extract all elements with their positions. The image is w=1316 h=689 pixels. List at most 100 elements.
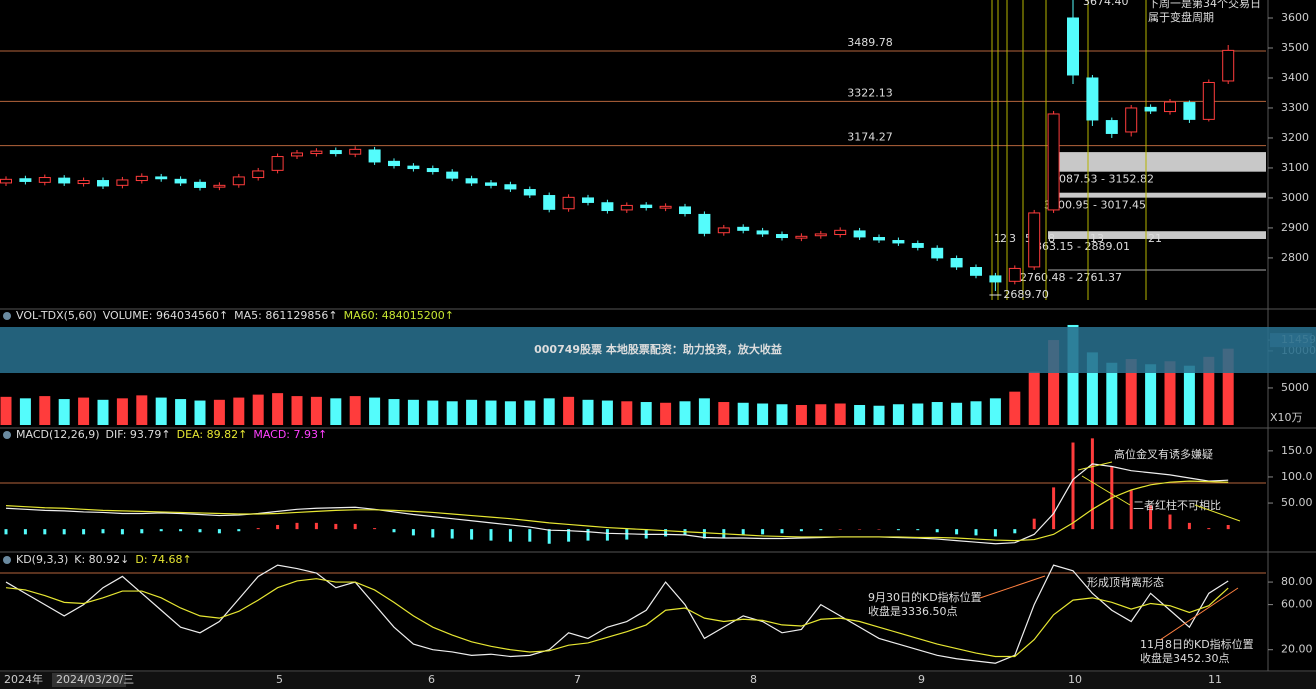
candle-body — [698, 213, 711, 234]
price-zone-label: 2760.48 - 2761.37 — [1020, 271, 1122, 284]
macd-bar — [256, 528, 260, 530]
volume-bar — [78, 397, 90, 425]
macd-bar — [431, 529, 435, 538]
macd-bar — [547, 529, 551, 544]
k-line — [5, 564, 1229, 664]
x-tick-label: 9 — [918, 673, 925, 686]
macd-bar — [916, 529, 920, 531]
candle-body — [426, 168, 439, 173]
candle-body — [795, 235, 808, 239]
candle-body — [756, 230, 769, 235]
candle-body — [446, 171, 459, 179]
volume-bar — [349, 396, 361, 425]
y-tick-label: 2900 — [1281, 221, 1309, 234]
candle-body — [679, 206, 691, 215]
price-level-label: 3489.78 — [847, 36, 893, 49]
macd-bar — [955, 529, 959, 535]
candle-body — [620, 204, 633, 211]
macd-bar — [877, 529, 881, 530]
volume-bar — [0, 396, 12, 425]
volume-bar — [213, 399, 225, 425]
volume-bar — [1048, 340, 1060, 425]
panel-header: KD(9,3,3) K: 80.92↓ D: 74.68↑ — [16, 553, 192, 566]
note: 下周一是第34个交易日 — [1148, 0, 1261, 10]
header-part: MACD(12,26,9) — [16, 428, 100, 441]
candle-body — [0, 178, 12, 184]
candle-body — [349, 148, 362, 155]
macd-bar — [858, 529, 862, 530]
macd-bar — [838, 529, 842, 530]
volume-bar — [1067, 324, 1079, 425]
annotation: 9月30日的KD指标位置 — [868, 590, 982, 604]
candle-body — [97, 180, 109, 187]
header-part: VOLUME: 964034560↑ — [103, 309, 228, 322]
volume-bar — [834, 403, 846, 425]
candle-body — [717, 227, 730, 234]
volume-bar — [1164, 361, 1176, 425]
header-part: VOL-TDX(5,60) — [16, 309, 97, 322]
candle-body — [1105, 120, 1118, 134]
macd-bar — [198, 529, 202, 533]
candle-body — [1047, 113, 1060, 211]
volume-bar — [698, 398, 710, 425]
macd-bar — [295, 522, 299, 530]
candle-body — [1086, 77, 1099, 121]
macd-bar — [1071, 442, 1075, 530]
candle-body — [970, 267, 982, 276]
x-axis-bg — [0, 672, 1316, 689]
price-zone — [1048, 231, 1266, 239]
volume-bar — [621, 401, 633, 425]
volume-bar — [524, 400, 536, 425]
y-tick-label: 2800 — [1281, 251, 1309, 264]
macd-bar — [508, 529, 512, 542]
macd-bar — [664, 529, 668, 537]
volume-bar — [951, 402, 963, 425]
volume-bar — [873, 405, 885, 425]
macd-bar — [276, 524, 280, 530]
macd-bar — [702, 529, 706, 539]
annotation: 二者红柱不可相比 — [1133, 498, 1221, 512]
y-tick-label: 3000 — [1281, 191, 1309, 204]
volume-bar — [272, 393, 284, 425]
macd-bar — [819, 529, 823, 531]
candle-body — [737, 226, 750, 231]
macd-bar — [586, 529, 590, 541]
macd-bar — [23, 529, 27, 535]
header-part: MACD: 7.93↑ — [253, 428, 327, 441]
time-zone-label: 21 — [1148, 232, 1162, 245]
macd-bar — [528, 529, 532, 542]
panel-header: MACD(12,26,9) DIF: 93.79↑ DEA: 89.82↑ MACD:… — [16, 428, 327, 441]
candle-body — [329, 150, 342, 155]
candle-body — [640, 204, 653, 209]
y-tick-label: 3400 — [1281, 71, 1309, 84]
candle-body — [232, 176, 245, 186]
macd-bar — [237, 529, 241, 532]
volume-bar — [1125, 359, 1137, 425]
volume-bar — [427, 400, 439, 425]
macd-bar — [1013, 529, 1017, 534]
candle-body — [601, 202, 614, 212]
volume-bar — [737, 402, 749, 425]
y-tick-label: 5000 — [1281, 381, 1309, 394]
dea-line — [5, 480, 1229, 542]
header-part: D: 74.68↑ — [135, 553, 191, 566]
header-icon — [3, 431, 11, 439]
annotation: 高位金叉有诱多嫌疑 — [1114, 447, 1213, 461]
candle-body — [58, 177, 71, 184]
candle-body — [1125, 107, 1138, 133]
candle-body — [135, 175, 148, 182]
x-tick-label: 11 — [1208, 673, 1222, 686]
candle-body — [911, 243, 924, 248]
candle-body — [1222, 49, 1235, 82]
volume-bar — [1106, 362, 1118, 425]
volume-bar — [116, 398, 128, 425]
macd-bar — [373, 528, 377, 530]
x-tick-label: 6 — [428, 673, 435, 686]
macd-bar — [1129, 490, 1133, 530]
candle-body — [989, 275, 1002, 283]
price-zone-label: 3087.53 - 3152.82 — [1052, 173, 1154, 186]
header-icon — [3, 312, 11, 320]
price-level-label: 3174.27 — [847, 131, 893, 144]
volume-bar — [1086, 352, 1098, 425]
